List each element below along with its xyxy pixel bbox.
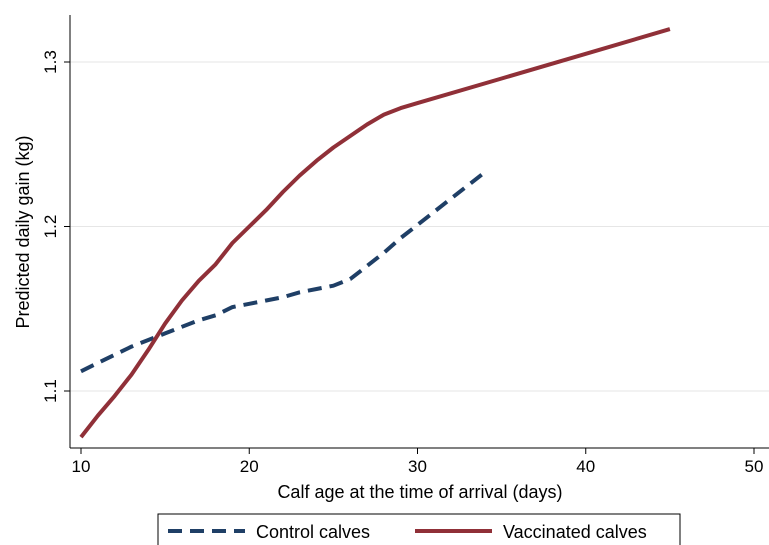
legend: Control calves Vaccinated calves (157, 513, 681, 545)
series-lines (79, 27, 671, 439)
tick-marks (64, 61, 755, 454)
x-tick-label: 40 (576, 457, 595, 476)
grid (70, 61, 769, 392)
x-tick-label: 20 (240, 457, 259, 476)
vaccinated-calves-line (79, 27, 671, 439)
x-tick-label: 10 (72, 457, 91, 476)
x-tick-label: 30 (408, 457, 427, 476)
y-tick-label: 1.1 (41, 379, 60, 403)
y-tick-label: 1.3 (41, 50, 60, 74)
y-axis-title: Predicted daily gain (kg) (13, 135, 33, 328)
legend-label-vaccinated: Vaccinated calves (503, 522, 647, 542)
x-tick-label: 50 (745, 457, 764, 476)
legend-label-control: Control calves (256, 522, 370, 542)
x-axis-title: Calf age at the time of arrival (days) (277, 482, 562, 502)
y-tick-label: 1.2 (41, 215, 60, 239)
control-calves-line (80, 170, 487, 374)
